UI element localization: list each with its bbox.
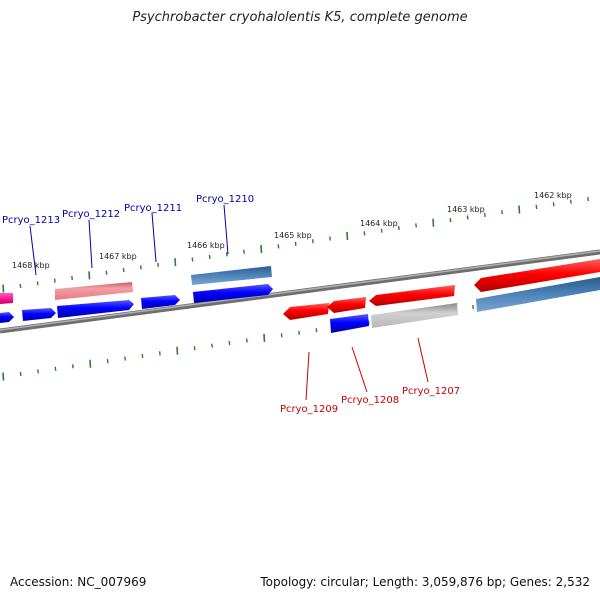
accession-text: Accession: NC_007969 <box>10 575 147 589</box>
gene-pcryo-1211[interactable] <box>141 295 180 309</box>
minor-tick <box>277 244 280 249</box>
minor-tick <box>397 225 400 231</box>
major-tick <box>518 205 521 214</box>
gene-magenta[interactable] <box>0 293 13 304</box>
minor-tick <box>466 215 469 220</box>
callout-line-1208 <box>351 346 368 393</box>
kbp-label-1463: 1463 kbp <box>447 205 485 214</box>
map-title: Psychrobacter cryohalolentis K5, complet… <box>132 10 468 25</box>
minor-tick <box>329 236 331 241</box>
major-tick <box>176 346 179 355</box>
minor-tick <box>211 343 213 348</box>
gene-label-pcryo-1211[interactable]: Pcryo_1211 <box>124 203 182 214</box>
kbp-label-1468: 1468 kbp <box>12 261 50 270</box>
outer-tick-marks <box>2 196 589 293</box>
callout-line-1209 <box>305 351 310 401</box>
minor-tick <box>105 270 108 275</box>
gene-label-pcryo-1207[interactable]: Pcryo_1207 <box>402 386 460 397</box>
minor-tick <box>139 265 142 270</box>
major-tick <box>263 333 266 342</box>
gene-pcryo-1210[interactable] <box>191 266 272 285</box>
kbp-label-1462: 1462 kbp <box>534 191 572 200</box>
gene-pcryo-1213[interactable] <box>22 308 56 321</box>
minor-tick <box>193 346 196 351</box>
minor-tick <box>587 196 589 202</box>
gene-pcryo-1209[interactable] <box>283 303 329 320</box>
minor-tick <box>124 356 126 361</box>
minor-tick <box>280 333 283 338</box>
minor-tick <box>71 364 74 369</box>
gene-red-right[interactable] <box>474 259 600 292</box>
minor-tick <box>363 231 366 236</box>
minor-tick <box>37 369 39 374</box>
gene-label-pcryo-1213[interactable]: Pcryo_1213 <box>2 215 60 226</box>
kbp-label-1466: 1466 kbp <box>187 241 225 250</box>
gene-label-pcryo-1209[interactable]: Pcryo_1209 <box>280 404 338 415</box>
minor-tick <box>53 278 56 283</box>
genome-backbone <box>0 249 600 334</box>
major-tick <box>432 218 435 227</box>
callout-line-1211 <box>151 212 157 263</box>
callout-line-1213 <box>29 225 37 276</box>
minor-tick <box>294 241 297 246</box>
minor-tick <box>19 283 22 288</box>
minor-tick <box>569 199 572 204</box>
minor-tick <box>228 340 231 346</box>
minor-tick <box>535 204 538 210</box>
major-tick <box>2 284 5 293</box>
gene-red-1208a[interactable] <box>327 297 366 313</box>
minor-tick <box>106 359 109 364</box>
minor-tick <box>122 268 125 273</box>
callout-line-1207 <box>417 337 429 383</box>
gene-label-pcryo-1210[interactable]: Pcryo_1210 <box>196 194 254 205</box>
minor-tick <box>501 210 503 215</box>
major-tick <box>2 372 5 381</box>
minor-tick <box>71 275 73 281</box>
minor-tick <box>245 338 248 343</box>
major-tick <box>260 245 263 254</box>
kbp-label-1464: 1464 kbp <box>360 219 398 228</box>
callout-line-1212 <box>88 219 93 269</box>
kbp-label-1467: 1467 kbp <box>99 252 137 261</box>
minor-tick <box>449 218 452 223</box>
major-tick <box>346 231 349 240</box>
minor-tick <box>225 252 228 257</box>
minor-tick <box>311 239 314 244</box>
minor-tick <box>315 328 318 333</box>
gene-pcryo-1208[interactable] <box>330 314 369 333</box>
gene-blue-1210b[interactable] <box>193 284 273 303</box>
minor-tick <box>380 228 383 233</box>
callout-line-1210 <box>223 204 229 255</box>
major-tick <box>174 258 177 267</box>
minor-tick <box>19 371 22 377</box>
minor-tick <box>472 304 474 310</box>
minor-tick <box>36 281 39 286</box>
minor-tick <box>191 257 194 262</box>
gene-blue-left[interactable] <box>0 312 14 323</box>
minor-tick <box>157 262 159 267</box>
minor-tick <box>552 202 555 207</box>
minor-tick <box>483 212 486 217</box>
gene-pcryo-1207[interactable] <box>371 303 458 328</box>
minor-tick <box>298 330 300 335</box>
gene-label-pcryo-1212[interactable]: Pcryo_1212 <box>62 209 120 220</box>
minor-tick <box>158 351 161 356</box>
genome-summary-text: Topology: circular; Length: 3,059,876 bp… <box>260 575 590 589</box>
major-tick <box>89 359 92 368</box>
kbp-label-1465: 1465 kbp <box>274 231 312 240</box>
minor-tick <box>141 353 144 359</box>
gene-blue-1212b[interactable] <box>57 300 134 318</box>
gene-red-1207a[interactable] <box>369 285 455 306</box>
minor-tick <box>415 223 417 228</box>
gene-steel-right[interactable] <box>476 277 600 312</box>
minor-tick <box>243 249 245 254</box>
minor-tick <box>54 366 57 371</box>
minor-tick <box>208 254 211 260</box>
major-tick <box>88 271 91 280</box>
gene-pcryo-1212[interactable] <box>55 282 133 300</box>
gene-label-pcryo-1208[interactable]: Pcryo_1208 <box>341 395 399 406</box>
